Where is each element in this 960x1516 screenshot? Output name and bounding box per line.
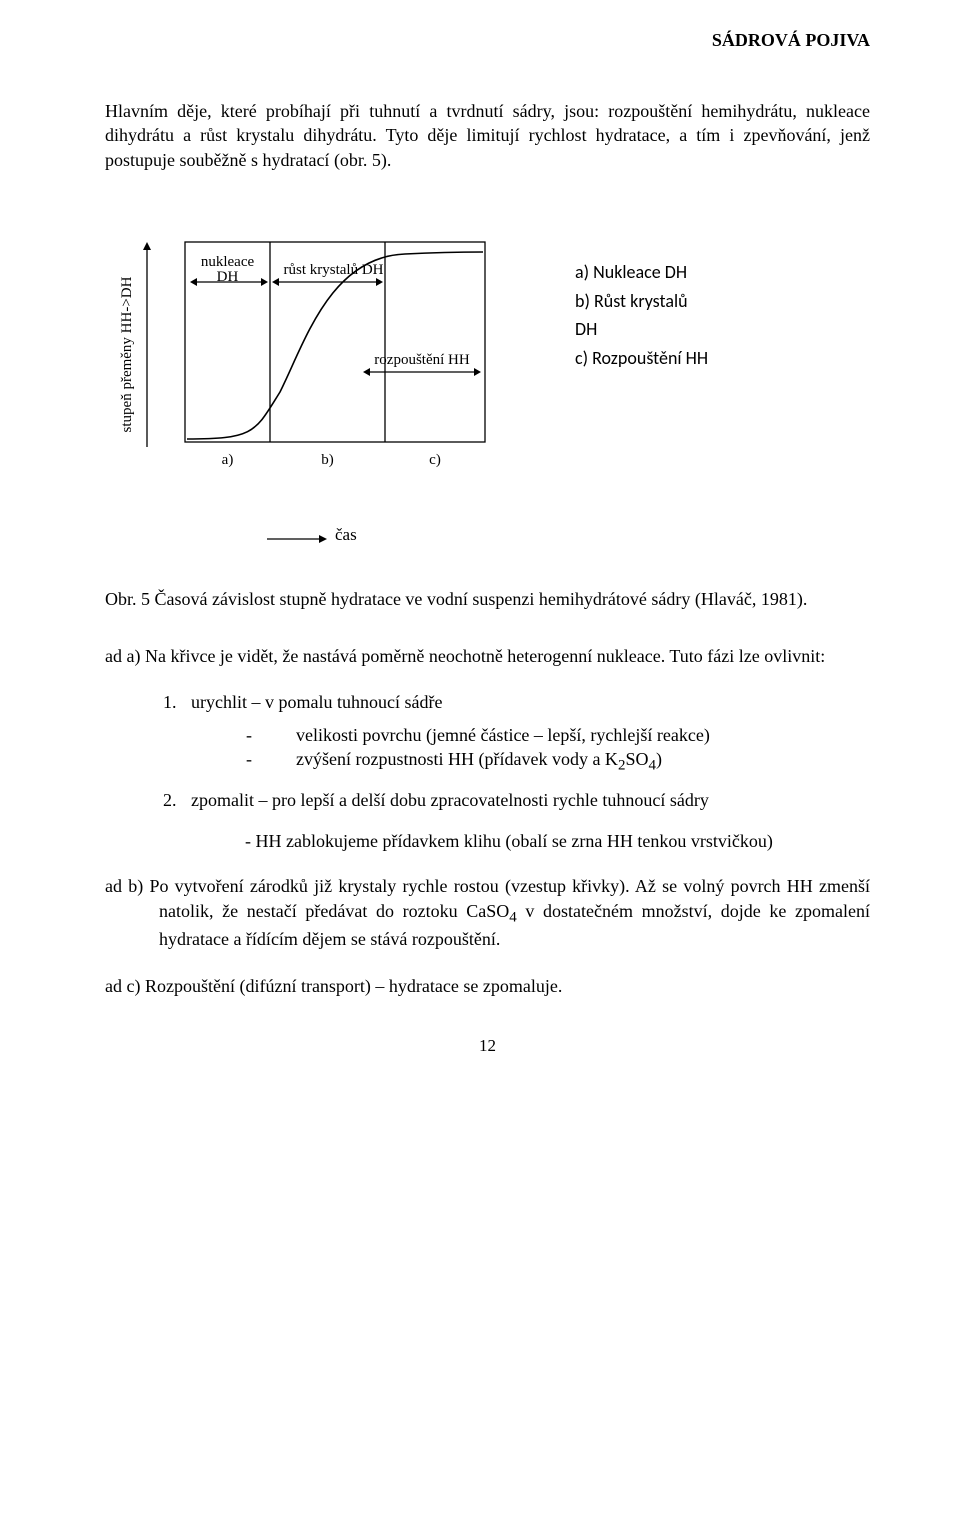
x-axis-arrow-icon (267, 531, 327, 547)
ad-a-dash-list: velikosti povrchu (jemné částice – lepší… (191, 723, 870, 776)
figure-5-legend: a) Nukleace DH b) Růst krystalů DH c) Ro… (555, 232, 708, 373)
hydration-curve-svg: nukleaceDH růst krystalů DH rozpouštění HH… (105, 232, 555, 502)
legend-a: a) Nukleace DH (575, 258, 708, 287)
svg-text:stupeň přeměny HH->DH: stupeň přeměny HH->DH (119, 276, 135, 432)
hh-note: - HH zablokujeme přídavkem klihu (obalí … (105, 831, 870, 852)
dash-item-1: velikosti povrchu (jemné částice – lepší… (246, 723, 870, 747)
ad-c-text: ad c) Rozpouštění (difúzní transport) – … (105, 974, 870, 998)
x-axis-row: čas (105, 525, 555, 559)
svg-text:nukleace: nukleace (201, 254, 255, 270)
dash-item-2: zvýšení rozpustnosti HH (přídavek vody a… (246, 747, 870, 776)
svg-text:a): a) (222, 452, 234, 468)
ad-a-text: ad a) Na křivce je vidět, že nastává pom… (105, 644, 870, 668)
figure-5: nukleaceDHrůst krystalů DHrozpouštění HH… (105, 232, 870, 507)
legend-dh: DH (575, 318, 597, 340)
page-number: 12 (105, 1036, 870, 1056)
figure-5-chart: nukleaceDH růst krystalů DH rozpouštění HH… (105, 232, 555, 507)
ad-a-list: urychlit – v pomalu tuhnoucí sádře velik… (105, 692, 870, 811)
figure-5-caption: Obr. 5 Časová závislost stupně hydratace… (105, 589, 870, 610)
ad-a-item-1: urychlit – v pomalu tuhnoucí sádře velik… (181, 692, 870, 776)
page-header: SÁDROVÁ POJIVA (105, 30, 870, 51)
legend-c: c) Rozpouštění HH (575, 344, 708, 373)
svg-text:rozpouštění HH: rozpouštění HH (374, 352, 470, 368)
intro-paragraph: Hlavním děje, které probíhají při tuhnut… (105, 99, 870, 172)
legend-b: b) Růst krystalů (575, 287, 708, 316)
svg-text:b): b) (321, 452, 334, 468)
svg-text:růst krystalů DH: růst krystalů DH (284, 262, 384, 278)
ad-a-item-2: zpomalit – pro lepší a delší dobu zpraco… (181, 790, 870, 811)
x-axis-label: čas (335, 525, 357, 545)
svg-text:c): c) (429, 452, 441, 468)
svg-text:DH: DH (217, 269, 239, 285)
ad-b-text: ad b) Po vytvoření zárodků již krystaly … (105, 874, 870, 951)
